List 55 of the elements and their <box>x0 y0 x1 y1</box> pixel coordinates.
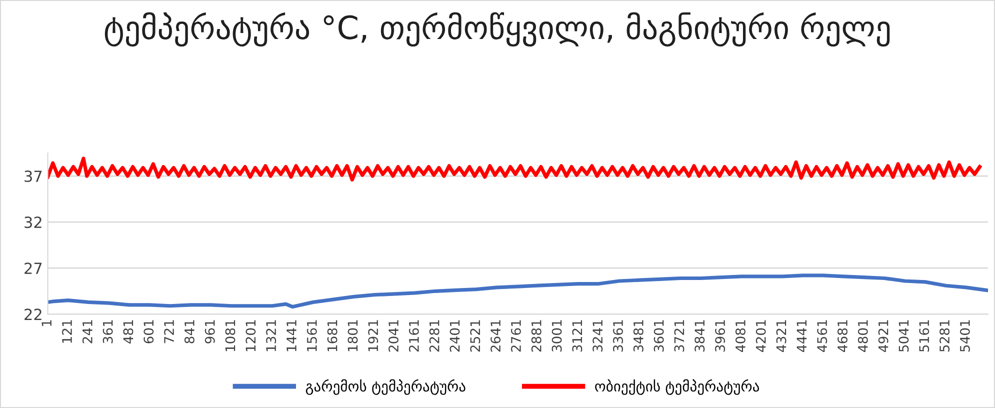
x-tick-label: 2161 <box>408 320 419 352</box>
x-tick-label: 1801 <box>348 320 358 352</box>
x-tick-label: 1921 <box>368 320 378 352</box>
x-tick-label: 841 <box>184 320 194 344</box>
x-tick-label: 2521 <box>470 320 480 352</box>
y-tick-label: 27 <box>24 262 42 274</box>
x-tick-label: 3601 <box>654 320 664 352</box>
legend-label: ობიექტის ტემპერატურა <box>595 379 760 395</box>
x-tick-label: 1441 <box>286 320 296 352</box>
x-tick-label: 5281 <box>940 320 950 352</box>
x-tick-label: 1081 <box>225 320 236 352</box>
x-tick-label: 2041 <box>388 320 399 352</box>
x-tick-label: 361 <box>102 320 113 344</box>
x-tick-label: 4441 <box>796 320 806 352</box>
y-tick-label: 32 <box>24 216 42 228</box>
x-tick-label: 3001 <box>552 320 562 352</box>
x-tick-label: 3121 <box>572 320 582 352</box>
x-tick-label: 1201 <box>246 320 256 352</box>
x-tick-label: 4081 <box>735 320 746 352</box>
x-tick-label: 481 <box>123 320 134 344</box>
x-tick-label: 1561 <box>306 320 317 352</box>
x-tick-label: 3841 <box>694 320 705 352</box>
x-tick-label: 5401 <box>960 320 970 352</box>
x-tick-label: 721 <box>164 320 174 344</box>
x-tick-label: 5041 <box>898 320 909 352</box>
x-tick-label: 1681 <box>327 320 338 352</box>
line-series <box>48 274 988 309</box>
line-series <box>48 156 982 182</box>
x-tick-label: 4681 <box>838 320 848 352</box>
x-tick-label: 2281 <box>429 320 440 352</box>
y-tick-label: 22 <box>24 308 42 320</box>
x-tick-label: 121 <box>62 320 72 343</box>
x-tick-label: 1 <box>42 320 52 326</box>
x-tick-label: 4801 <box>858 320 868 352</box>
x-tick-label: 3721 <box>674 320 684 352</box>
x-tick-label: 4921 <box>878 320 888 352</box>
x-tick-label: 1321 <box>266 320 276 352</box>
x-tick-label: 961 <box>204 320 215 344</box>
x-tick-label: 3361 <box>613 320 623 352</box>
x-tick-label: 2641 <box>490 320 501 352</box>
chart-title: ტემპერატურა °C, თერმოწყვილი, მაგნიტური რელე <box>104 12 890 47</box>
x-tick-label: 2401 <box>450 320 460 352</box>
x-tick-label: 5161 <box>919 320 930 352</box>
x-tick-label: 2761 <box>510 320 521 352</box>
x-tick-label: 4321 <box>776 320 786 352</box>
y-tick-label: 37 <box>24 170 42 182</box>
x-tick-label: 241 <box>82 320 92 344</box>
x-tick-label: 601 <box>144 320 154 344</box>
x-tick-label: 3241 <box>592 320 603 352</box>
x-tick-label: 3961 <box>715 320 726 352</box>
legend-label: გარემოს ტემპერატურა <box>306 379 466 395</box>
x-tick-label: 4561 <box>817 320 828 352</box>
x-tick-label: 3481 <box>633 320 644 352</box>
x-tick-label: 4201 <box>756 320 766 352</box>
x-tick-label: 2881 <box>531 320 542 352</box>
